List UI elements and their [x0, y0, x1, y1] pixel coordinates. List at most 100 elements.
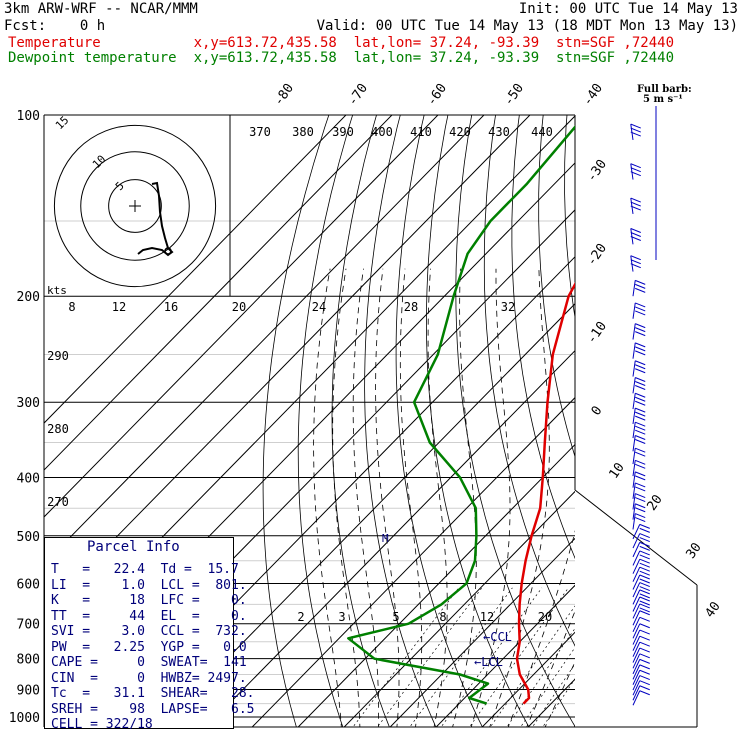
init-time: Init: 00 UTC Tue 14 May 13	[518, 1, 738, 17]
wind-barb	[632, 279, 646, 297]
wind-barb-feather	[630, 123, 641, 129]
dry-adiabat-line	[708, 88, 740, 730]
dry-adiabat-line	[638, 88, 740, 730]
wind-barb-feather	[630, 163, 641, 169]
wind-barb	[632, 342, 646, 359]
theta-label: 390	[332, 125, 354, 139]
wind-barb-shaft	[632, 653, 641, 669]
moist-adiabat-line	[375, 268, 400, 727]
wind-barb-feather	[639, 690, 650, 696]
wind-barb-feather	[639, 582, 650, 587]
wind-barb-shaft	[632, 542, 641, 558]
wind-barb	[632, 377, 646, 394]
hodograph-ring-5	[108, 179, 162, 233]
wind-barb-feather	[635, 447, 646, 453]
isotherm-label: -20	[584, 241, 610, 269]
wind-barb-feather	[635, 396, 646, 402]
wind-barb-shaft	[632, 623, 641, 639]
wind-barb-feather	[639, 586, 650, 591]
theta-label: 440	[531, 125, 553, 139]
legend-dewpoint: Dewpoint temperature	[8, 50, 177, 66]
isotherm-label: 20	[644, 492, 665, 513]
theta-label: 410	[410, 125, 432, 139]
wind-barb-feather	[639, 545, 650, 551]
parcel-row-tt: TT = 44 EL = 0.	[51, 608, 247, 624]
isotherm-line	[389, 537, 575, 727]
dry-adiabat-line	[590, 88, 740, 730]
theta-label: 270	[47, 495, 69, 509]
wind-barb-feather	[635, 411, 646, 417]
mixing-ratio-line	[409, 587, 513, 727]
legend-dewpoint-info: x,y=613.72,435.58 lat,lon= 37.24, -93.39…	[193, 50, 674, 66]
parcel-row-tc: Tc = 31.1 SHEAR= 28.	[51, 686, 255, 701]
barb-note-line2: 5 m s⁻¹	[643, 94, 683, 105]
wind-barb-shaft	[632, 690, 641, 706]
moist-adiabat-line	[507, 530, 575, 727]
wind-barb-feather	[639, 647, 650, 653]
legend-temperature-info: x,y=613.72,435.58 lat,lon= 37.24, -93.39…	[193, 35, 674, 51]
wind-barb	[632, 574, 650, 590]
wind-barb-feather	[639, 541, 650, 547]
mixing-ratio-line	[469, 587, 569, 727]
wind-barb-feather	[639, 664, 650, 670]
wind-barb-shaft	[632, 603, 641, 619]
wind-barb-shaft	[632, 680, 641, 696]
wind-barb-feather	[635, 475, 646, 481]
wind-barb-feather	[630, 232, 641, 237]
hodograph-units-label: kts	[47, 284, 67, 297]
wind-barb-shaft	[632, 524, 641, 540]
wind-barb-feather	[639, 629, 650, 635]
wind-barb-feather	[639, 578, 650, 584]
barb-note-line1: Full barb:	[637, 84, 692, 95]
wind-barb-feather	[639, 653, 650, 659]
theta-label: 290	[47, 349, 69, 363]
wind-barb	[632, 616, 650, 633]
isotherm-label: -10	[584, 319, 610, 347]
dry-adiabat-line	[364, 115, 437, 727]
mixing-ratio-label: 32	[501, 300, 515, 314]
wind-barb	[630, 255, 641, 272]
wind-barb-shaft	[632, 664, 641, 680]
wind-barb-feather	[639, 574, 650, 580]
wind-barb-shaft	[632, 685, 641, 701]
legend-temperature: Temperature	[8, 35, 101, 51]
wind-barb-shaft	[632, 360, 636, 377]
wind-barb-feather	[639, 623, 650, 629]
dry-adiabat-line	[425, 115, 530, 727]
wind-barb-shaft	[632, 641, 641, 657]
wind-barb	[632, 603, 650, 619]
wind-barb	[632, 589, 650, 605]
wind-barb-feather	[630, 167, 641, 173]
wind-barb-feather	[639, 533, 650, 539]
wind-barb-feather	[639, 550, 650, 556]
wind-barb-shaft	[632, 471, 636, 488]
pressure-tick-label: 300	[17, 396, 40, 411]
wind-barb-feather	[635, 425, 646, 431]
wind-barb-feather	[639, 658, 650, 664]
wind-barb	[632, 421, 646, 439]
mixing-ratio-label: 20	[538, 610, 552, 624]
wind-barb-feather	[630, 205, 641, 211]
wind-barb-shaft	[632, 482, 636, 499]
wind-barb-shaft	[632, 342, 636, 359]
wind-barb-shaft	[632, 617, 641, 633]
wind-barb-feather	[635, 377, 646, 382]
dry-adiabat-line	[483, 115, 575, 647]
mixing-ratio-label: 28	[404, 300, 418, 314]
wind-barb-feather	[639, 566, 650, 572]
wind-barb-feather	[630, 236, 641, 241]
dry-adiabat-line	[685, 88, 740, 730]
wind-barb-feather	[639, 675, 650, 680]
wind-barb-feather	[635, 360, 646, 366]
moist-adiabat-line	[489, 268, 550, 727]
wind-barb-shaft	[632, 408, 636, 425]
wind-barb-shaft	[632, 493, 636, 510]
isotherm-label: -30	[584, 157, 610, 185]
parcel-row-svi: SVI = 3.0 CCL = 732.	[51, 624, 247, 639]
isotherm-label: -50	[501, 81, 527, 109]
wind-barb-feather	[635, 429, 646, 435]
pressure-tick-label: 800	[17, 653, 40, 668]
pressure-tick-label: 500	[17, 530, 40, 545]
wind-barb-feather	[630, 171, 641, 177]
wind-barb-feather	[639, 593, 650, 599]
